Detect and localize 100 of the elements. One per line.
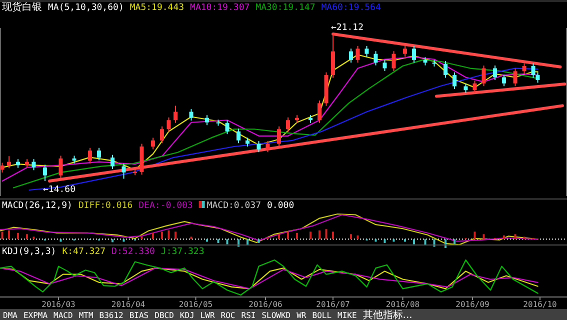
chart-title: 现货白银 (2, 1, 42, 13)
text: MA60:19.564 (321, 3, 381, 13)
candlestick (0, 162, 4, 173)
bar (503, 235, 505, 240)
candlestick (382, 59, 387, 72)
annotation: ←21.12 (331, 23, 364, 33)
text: BIAS (129, 311, 149, 320)
bar (32, 236, 35, 240)
chart-title: MACD(26,12,9) (2, 201, 72, 211)
candlestick (502, 74, 506, 87)
candlestick (412, 45, 416, 64)
chart-subtitle: MA(5,10,30,60) (48, 3, 124, 13)
chart-title: KDJ(9,3,3) (2, 247, 56, 257)
bar (404, 239, 406, 242)
text: RSI (241, 311, 256, 320)
candlestick (349, 48, 353, 64)
candlestick (122, 163, 126, 180)
bar (356, 235, 359, 240)
text: DMA (3, 311, 18, 320)
candlestick (110, 154, 114, 170)
text: MACD (54, 311, 73, 320)
bar (514, 234, 516, 240)
candlestick (256, 140, 261, 153)
bar (206, 239, 208, 242)
text: MTM (78, 311, 94, 320)
bar (332, 232, 334, 240)
candlestick (531, 62, 536, 78)
candlestick (225, 120, 230, 135)
text: B3612 (99, 311, 124, 320)
text: ROC (220, 311, 236, 320)
candlestick (160, 126, 164, 144)
candlestick (493, 65, 497, 80)
bar (161, 232, 163, 240)
candlestick (482, 65, 486, 87)
candlestick (364, 45, 369, 58)
x-tick-label: 2016/04 (111, 300, 146, 309)
bar (482, 234, 485, 240)
bar (325, 229, 328, 240)
bar (454, 239, 456, 244)
bar (152, 232, 154, 240)
bar (217, 239, 220, 243)
bar (112, 239, 114, 242)
candlestick (189, 108, 194, 122)
bar (190, 236, 192, 240)
bar (60, 239, 62, 242)
x-tick-label: 2016/10 (523, 300, 558, 309)
candlestick (277, 126, 281, 147)
bar (140, 236, 143, 240)
bar (174, 232, 176, 240)
candlestick (464, 83, 468, 94)
candlestick (331, 34, 335, 78)
text: MA10:19.307 (190, 3, 250, 13)
bar (226, 239, 228, 244)
text: DIFF:0.016 (78, 201, 133, 211)
x-tick-label: 2016/09 (456, 300, 490, 309)
bar (474, 232, 476, 240)
candlestick (266, 140, 270, 153)
text: EXPMA (23, 311, 48, 320)
bar (122, 239, 125, 242)
bar (413, 239, 415, 244)
text: MA30:19.147 (256, 3, 316, 13)
bar (8, 230, 10, 240)
bar (168, 230, 170, 240)
series-label: DEA:-0.003 (138, 201, 193, 211)
text: DBCD (154, 311, 174, 320)
candlestick (58, 155, 63, 179)
x-tick-label: 2016/05 (178, 300, 213, 309)
text: MIKE (338, 311, 357, 320)
candlestick (452, 72, 456, 90)
candlestick (536, 72, 540, 84)
text: LWR (200, 311, 215, 320)
candlestick (236, 128, 240, 144)
candlestick (32, 158, 36, 171)
text: BOLL (312, 311, 332, 320)
bar (310, 232, 312, 240)
legend-label: MACD:0.037 (206, 201, 262, 211)
bar (392, 239, 395, 242)
series-label: D:52.330 (112, 247, 155, 257)
candlestick (522, 62, 526, 74)
candlestick (216, 119, 220, 126)
bar (287, 232, 289, 240)
text: WR (296, 311, 306, 320)
candlestick (392, 50, 396, 72)
candlestick (7, 156, 11, 169)
x-tick-label: 2016/08 (386, 300, 420, 309)
bar (258, 239, 260, 243)
candlestick (88, 147, 92, 164)
bar (296, 232, 298, 240)
candlestick (97, 147, 101, 161)
annotation: ←14.60 (43, 184, 76, 195)
candlestick (444, 60, 448, 78)
x-tick-label: 2016/03 (42, 300, 76, 309)
series-label: J:37.323 (160, 247, 204, 257)
text: KDJ (180, 311, 194, 320)
bar (318, 230, 320, 240)
bar (374, 239, 377, 242)
series-label: K:47.327 (62, 247, 106, 257)
bar (1, 232, 4, 240)
bar (26, 234, 28, 240)
candlestick (166, 116, 171, 132)
